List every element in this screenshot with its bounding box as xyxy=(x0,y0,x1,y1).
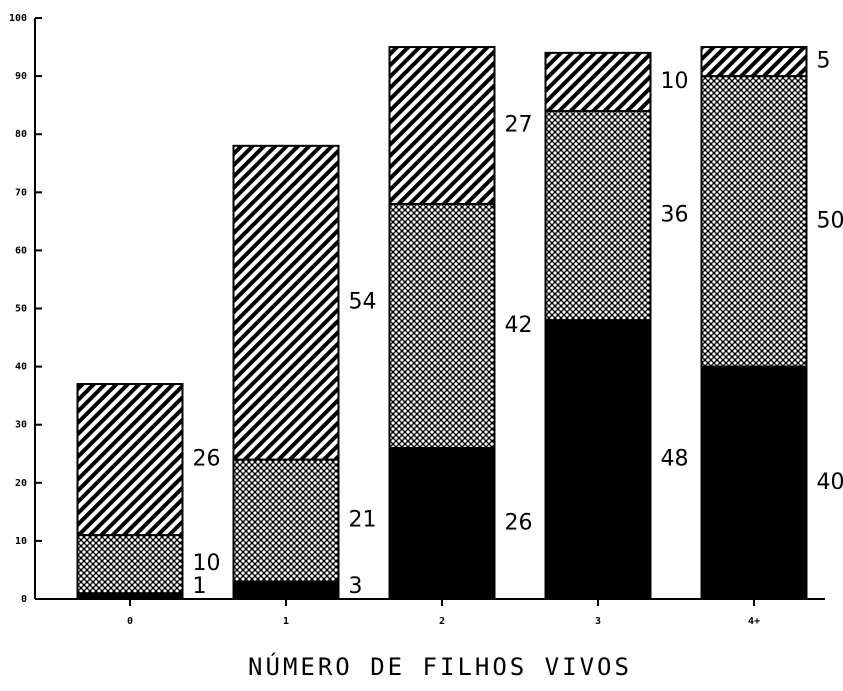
y-tick-label: 30 xyxy=(15,420,27,431)
value-label: 50 xyxy=(817,208,843,233)
bar-segment xyxy=(388,46,496,205)
bar-segment xyxy=(544,51,652,112)
value-label: 54 xyxy=(349,290,377,315)
value-label: 48 xyxy=(661,447,689,472)
bar-segment xyxy=(544,109,652,322)
value-label: 42 xyxy=(505,313,533,338)
value-label: 5 xyxy=(817,49,831,74)
y-tick-label: 80 xyxy=(15,129,27,140)
y-tick-label: 40 xyxy=(15,362,27,373)
value-label: 26 xyxy=(193,447,221,472)
x-tick-label: 1 xyxy=(283,616,289,627)
value-label: 26 xyxy=(505,510,533,535)
bar-segment xyxy=(232,458,340,583)
bar-segment xyxy=(700,75,808,368)
bar-segment xyxy=(544,319,652,600)
x-axis-label: NÚMERO DE FILHOS VIVOS xyxy=(248,651,632,681)
bar-segment xyxy=(232,144,340,461)
y-tick-label: 100 xyxy=(9,13,27,24)
bar-segment xyxy=(76,383,184,537)
value-label: 21 xyxy=(349,508,377,533)
value-label: 40 xyxy=(817,470,843,495)
y-tick-label: 60 xyxy=(15,245,27,256)
bar-segment xyxy=(388,202,496,449)
value-label: 1 xyxy=(193,574,207,599)
y-tick-label: 50 xyxy=(15,304,27,315)
y-tick-label: 0 xyxy=(21,594,27,605)
bar-segment xyxy=(76,534,184,595)
value-label: 10 xyxy=(661,69,689,94)
y-tick-label: 90 xyxy=(15,71,27,82)
x-tick-label: 4+ xyxy=(748,616,760,627)
bar-segment xyxy=(700,365,808,600)
bar-segment xyxy=(388,446,496,600)
x-tick-label: 0 xyxy=(127,616,133,627)
x-tick-label: 3 xyxy=(595,616,601,627)
y-tick-label: 70 xyxy=(15,187,27,198)
y-tick-label: 10 xyxy=(15,536,27,547)
bar-segment xyxy=(700,46,808,78)
value-label: 3 xyxy=(349,574,363,599)
bar-segment xyxy=(232,580,340,601)
value-label: 10 xyxy=(193,551,221,576)
x-tick-label: 2 xyxy=(439,616,445,627)
y-tick-label: 20 xyxy=(15,478,27,489)
value-label: 27 xyxy=(505,112,533,137)
value-label: 36 xyxy=(661,203,689,228)
